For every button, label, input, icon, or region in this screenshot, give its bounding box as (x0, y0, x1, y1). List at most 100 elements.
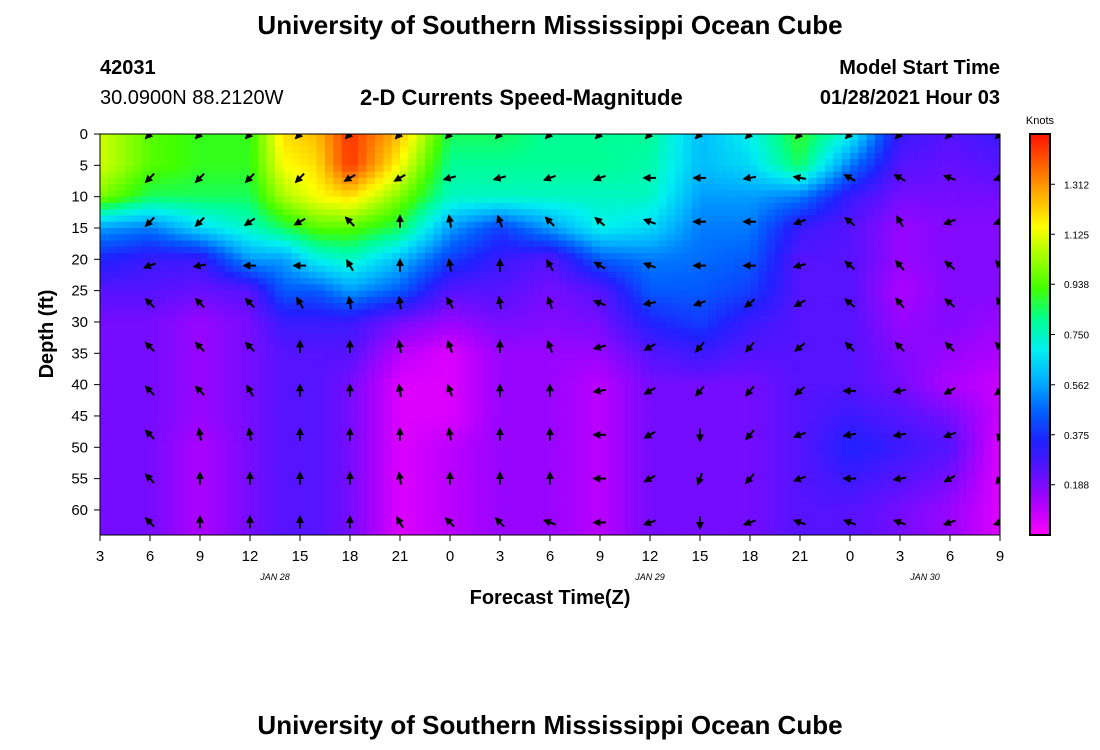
heatmap-cell (250, 340, 259, 348)
heatmap-cell (650, 140, 659, 148)
heatmap-cell (483, 466, 493, 473)
heatmap-cell (266, 278, 276, 285)
heatmap-cell (183, 372, 193, 379)
heatmap-cell (683, 315, 693, 323)
heatmap-cell (641, 403, 651, 411)
heatmap-cell (175, 321, 184, 329)
heatmap-cell (466, 434, 476, 442)
heatmap-cell (433, 516, 443, 524)
heatmap-cell (633, 472, 643, 480)
heatmap-cell (591, 159, 601, 166)
heatmap-cell (591, 209, 601, 217)
heatmap-cell (600, 434, 609, 442)
heatmap-cell (466, 491, 476, 499)
heatmap-cell (708, 328, 718, 336)
heatmap-cell (225, 491, 234, 499)
heatmap-cell (533, 215, 543, 223)
heatmap-cell (533, 165, 543, 173)
heatmap-cell (266, 466, 276, 473)
heatmap-cell (666, 209, 676, 217)
heatmap-cell (491, 415, 501, 423)
heatmap-cell (475, 140, 484, 148)
heatmap-cell (583, 459, 593, 467)
heatmap-cell (175, 359, 184, 367)
heatmap-cell (700, 196, 709, 204)
heatmap-cell (466, 134, 476, 141)
heatmap-cell (158, 303, 168, 311)
heatmap-cell (158, 184, 168, 191)
heatmap-cell (608, 428, 618, 436)
heatmap-cell (241, 528, 251, 535)
heatmap-cell (316, 415, 326, 423)
heatmap-cell (608, 359, 618, 367)
heatmap-cell (700, 372, 709, 379)
heatmap-cell (700, 246, 709, 254)
heatmap-cell (408, 347, 418, 354)
heatmap-cell (508, 246, 518, 254)
heatmap-cell (258, 503, 268, 511)
heatmap-cell (175, 140, 184, 148)
heatmap-cell (191, 227, 201, 235)
heatmap-cell (108, 528, 118, 535)
heatmap-cell (258, 390, 268, 398)
heatmap-cell (658, 359, 668, 367)
heatmap-cell (616, 259, 626, 267)
heatmap-cell (683, 516, 693, 524)
heatmap-cell (150, 472, 159, 480)
heatmap-cell (275, 140, 284, 148)
heatmap-cell (566, 152, 576, 160)
heatmap-cell (558, 434, 568, 442)
heatmap-cell (725, 359, 734, 367)
heatmap-cell (483, 340, 493, 348)
heatmap-cell (508, 265, 518, 273)
heatmap-cell (691, 196, 701, 204)
heatmap-cell (433, 359, 443, 367)
heatmap-cell (166, 422, 176, 430)
heatmap-cell (583, 134, 593, 141)
heatmap-cell (708, 240, 718, 248)
heatmap-cell (375, 484, 384, 492)
heatmap-cell (475, 466, 484, 473)
heatmap-cell (600, 328, 609, 336)
heatmap-cell (575, 472, 584, 480)
heatmap-cell (291, 209, 301, 217)
heatmap-cell (175, 409, 184, 417)
heatmap-cell (608, 384, 618, 392)
heatmap-cell (116, 134, 126, 141)
heatmap-cell (616, 415, 626, 423)
heatmap-cell (650, 434, 659, 442)
heatmap-cell (741, 334, 751, 342)
heatmap-cell (333, 447, 343, 455)
heatmap-cell (100, 441, 109, 448)
heatmap-cell (441, 441, 451, 448)
heatmap-cell (325, 271, 334, 279)
heatmap-cell (666, 190, 676, 198)
heatmap-cell (566, 134, 576, 141)
heatmap-cell (391, 503, 401, 511)
heatmap-cell (425, 459, 434, 467)
heatmap-cell (350, 284, 359, 292)
heatmap-cell (375, 278, 384, 285)
heatmap-cell (558, 221, 568, 229)
heatmap-cell (191, 253, 201, 260)
heatmap-cell (700, 359, 709, 367)
heatmap-cell (408, 246, 418, 254)
heatmap-cell (633, 159, 643, 166)
heatmap-cell (266, 453, 276, 461)
heatmap-cell (466, 215, 476, 223)
heatmap-cell (725, 265, 734, 273)
heatmap-cell (150, 422, 159, 430)
heatmap-cell (116, 271, 126, 279)
heatmap-cell (275, 441, 284, 448)
heatmap-cell (275, 253, 284, 260)
heatmap-cell (108, 190, 118, 198)
heatmap-cell (591, 415, 601, 423)
heatmap-cell (108, 134, 118, 141)
heatmap-cell (516, 259, 526, 267)
heatmap-cell (333, 265, 343, 273)
heatmap-cell (450, 415, 459, 423)
heatmap-cell (366, 409, 376, 417)
heatmap-cell (491, 466, 501, 473)
heatmap-cell (541, 365, 551, 373)
heatmap-cell (466, 184, 476, 191)
